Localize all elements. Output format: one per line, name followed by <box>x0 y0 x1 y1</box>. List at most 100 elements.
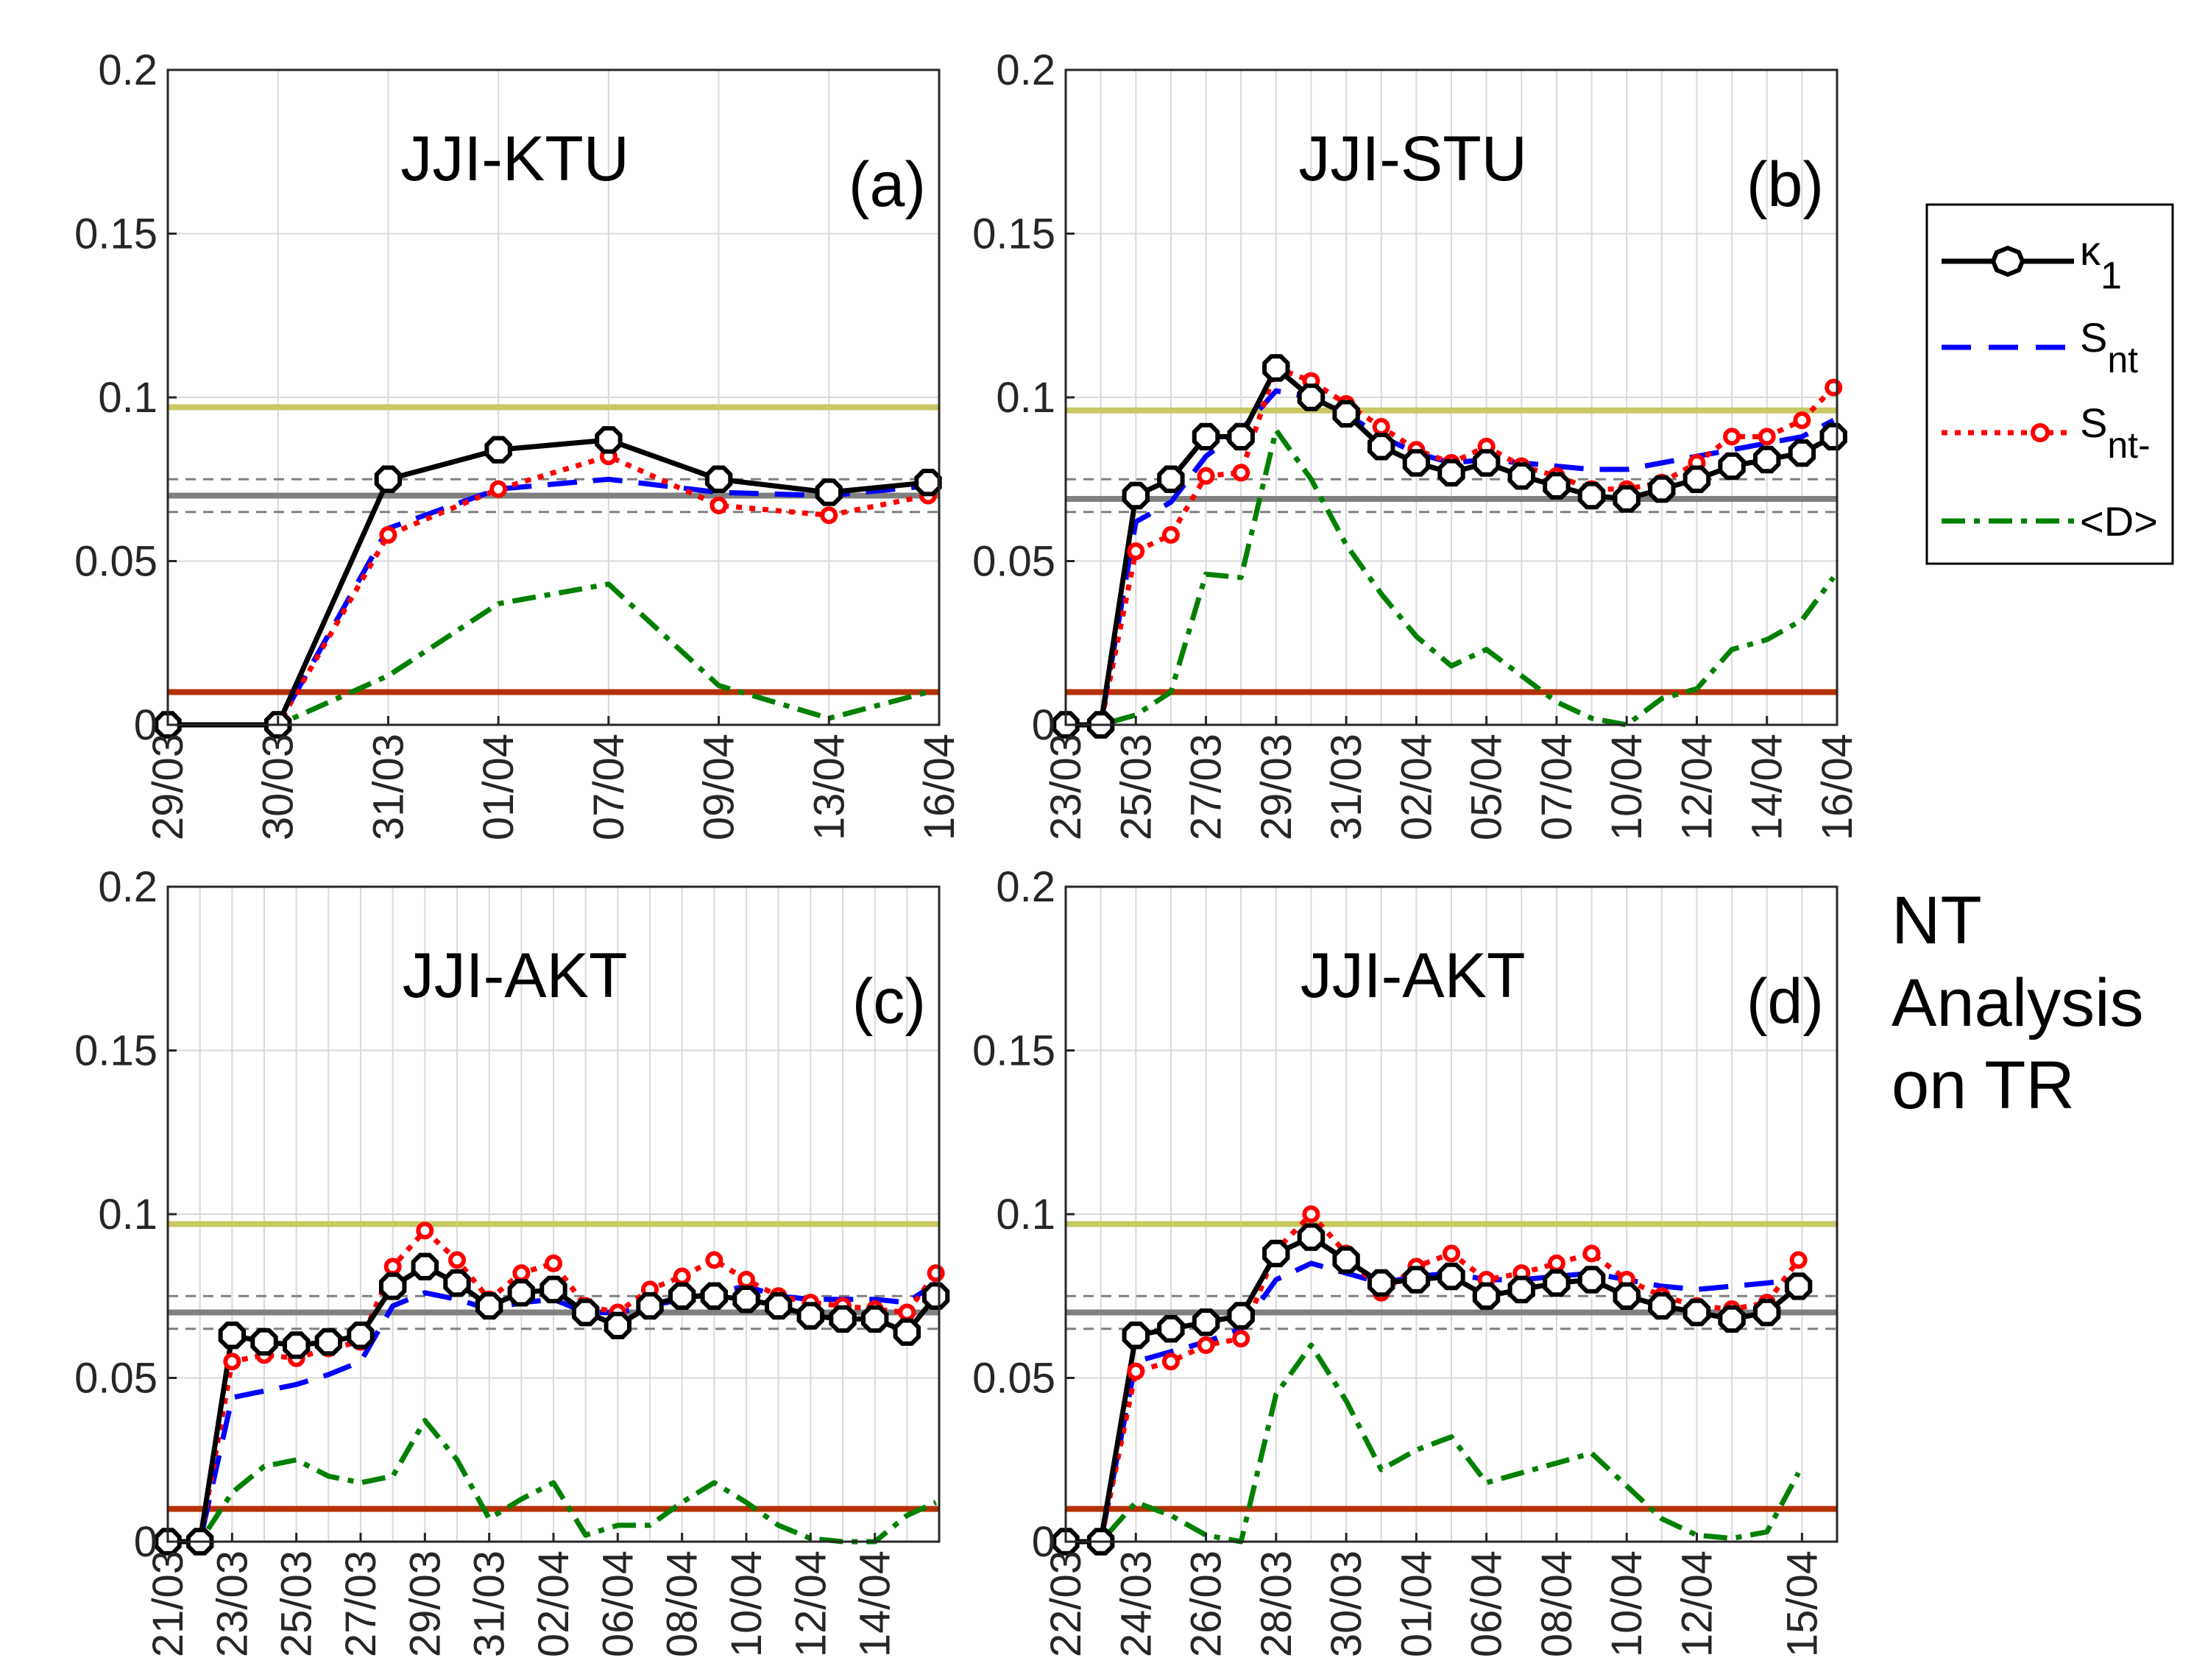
series-point-sntm <box>927 1264 945 1283</box>
y-tick-label: 0.15 <box>972 210 1055 258</box>
series-point-k1 <box>604 1311 631 1339</box>
panel-label: (c) <box>852 966 926 1037</box>
y-tick-label: 0.05 <box>972 1355 1055 1403</box>
y-tick-label: 0.15 <box>74 210 158 258</box>
series-point-k1 <box>218 1321 246 1350</box>
series-point-sntm <box>820 506 838 525</box>
x-tick-label: 23/03 <box>1042 734 1090 840</box>
x-tick-label: 25/03 <box>1112 734 1160 840</box>
series-point-k1 <box>815 478 843 506</box>
series-point-k1 <box>1402 449 1431 477</box>
series-point-k1 <box>1543 472 1571 500</box>
series-point-k1 <box>1297 383 1326 411</box>
series-point-k1 <box>636 1291 664 1320</box>
x-tick-label: 21/03 <box>144 1550 192 1657</box>
panel-title: JJI-AKT <box>1301 940 1526 1011</box>
series-point-sntm <box>1547 1254 1565 1272</box>
series-point-k1 <box>250 1328 278 1356</box>
x-tick-label: 16/04 <box>916 734 963 840</box>
series-point-k1 <box>283 1331 311 1359</box>
x-tick-label: 10/04 <box>1603 1550 1651 1657</box>
series-point-k1 <box>443 1269 471 1297</box>
x-tick-label: 14/04 <box>852 1550 899 1657</box>
x-tick-label: 10/04 <box>1603 734 1651 840</box>
x-tick-label: 22/03 <box>1042 1550 1090 1657</box>
panel-d: 0 0.05 0.1 0.15 0.2 22/03 24/03 26/03 28/03 30/03… <box>972 863 1839 1657</box>
series-point-k1 <box>1577 481 1606 510</box>
x-tick-label: 13/04 <box>805 734 853 840</box>
side-annotation-line-1: NT <box>1892 883 1982 958</box>
series-point-k1 <box>914 469 942 497</box>
series-point-sntm <box>1127 1362 1145 1380</box>
series-point-sntm <box>512 1264 531 1283</box>
legend-marker-sntm <box>2031 423 2050 442</box>
x-tick-label: 14/04 <box>1744 734 1791 840</box>
x-tick-label: 01/04 <box>475 734 523 840</box>
y-tick-label: 0.05 <box>74 1355 158 1403</box>
x-tick-label: 01/04 <box>1393 1550 1440 1657</box>
series-point-k1 <box>1682 465 1711 493</box>
series-point-sntm <box>673 1267 691 1286</box>
series-point-k1 <box>1543 1269 1571 1297</box>
series-point-sntm <box>1197 1336 1215 1354</box>
y-tick-label: 0.2 <box>98 863 158 911</box>
series-point-k1 <box>1122 481 1150 510</box>
legend-entry-d: <D> <box>1942 498 2158 545</box>
series-point-k1 <box>668 1282 696 1310</box>
x-tick-label: 30/03 <box>1323 1550 1370 1657</box>
series-point-k1 <box>765 1291 793 1320</box>
series-point-k1 <box>484 436 512 464</box>
series-line-sntm <box>168 453 929 728</box>
series-point-sntm <box>1302 1205 1320 1223</box>
series-point-k1 <box>1437 458 1465 487</box>
legend-label-sntm-main: S <box>2080 400 2107 446</box>
x-tick-label: 12/04 <box>1673 1550 1721 1657</box>
series-point-sntm <box>489 480 508 498</box>
x-tick-label: 27/03 <box>1183 734 1231 840</box>
series-point-k1 <box>1648 475 1676 503</box>
x-tick-label: 08/04 <box>659 1550 707 1657</box>
series-point-k1 <box>829 1305 857 1333</box>
series-point-k1 <box>1648 1291 1676 1320</box>
legend-label-k1-main: κ <box>2080 227 2101 274</box>
series-point-k1 <box>379 1272 407 1300</box>
series-point-sntm <box>1161 525 1180 544</box>
series-point-k1 <box>1297 1223 1326 1251</box>
series-line-sntm <box>1066 1211 1801 1545</box>
panel-c: 0 0.05 0.1 0.15 0.2 21/03 23/03 25/03 27/03 29/03… <box>74 863 950 1657</box>
series-line-d <box>1066 1342 1801 1545</box>
x-tick-label: 29/03 <box>144 734 192 840</box>
legend-box <box>1925 203 2174 565</box>
x-tick-label: 26/03 <box>1183 1550 1231 1657</box>
series-point-sntm <box>1443 1244 1460 1263</box>
legend-label-snt: Snt <box>2080 314 2138 380</box>
series-point-k1 <box>796 1302 824 1330</box>
series-point-k1 <box>1367 1269 1395 1297</box>
series-point-k1 <box>314 1328 342 1356</box>
series-point-k1 <box>539 1275 567 1304</box>
series-point-sntm <box>1232 464 1250 482</box>
series-point-sntm <box>1582 1244 1601 1263</box>
legend-entry-k1: κ1 <box>1942 227 2122 297</box>
x-tick-label: 12/04 <box>787 1550 835 1657</box>
series-point-k1 <box>861 1305 889 1333</box>
x-tick-label: 16/04 <box>1813 734 1861 840</box>
x-tick-label: 02/04 <box>530 1550 578 1657</box>
series-point-k1 <box>1192 1308 1220 1336</box>
series-line-d <box>1066 428 1836 728</box>
y-tick-label: 0 <box>134 701 158 749</box>
series-point-sntm <box>1161 1353 1180 1371</box>
panel-title: JJI-STU <box>1298 124 1527 194</box>
x-tick-label: 28/03 <box>1253 1550 1301 1657</box>
panel-label: (d) <box>1747 966 1824 1037</box>
legend-label-sntm-sub: nt- <box>2107 425 2150 466</box>
series-point-sntm <box>898 1303 916 1322</box>
series-point-k1 <box>1227 422 1255 451</box>
y-tick-label: 0 <box>134 1518 158 1566</box>
legend-label-k1: κ1 <box>2080 227 2122 297</box>
series-point-k1 <box>1332 1246 1360 1274</box>
y-tick-label: 0.15 <box>972 1027 1055 1075</box>
x-tick-label: 09/04 <box>696 734 743 840</box>
series-point-k1 <box>572 1298 600 1327</box>
